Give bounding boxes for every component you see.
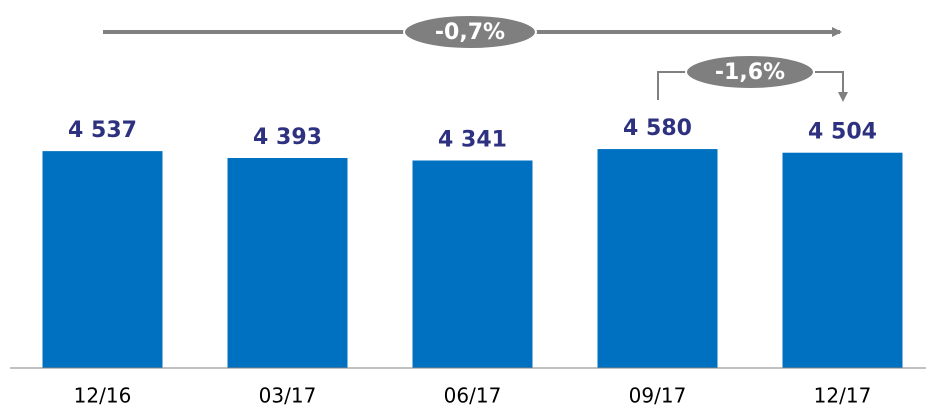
x-tick-label: 03/17: [259, 384, 317, 408]
bar: [412, 160, 533, 368]
bar: [782, 152, 903, 368]
value-label: 4 393: [253, 125, 322, 150]
annotation: -0,7%: [435, 20, 505, 45]
x-tick-label: 12/17: [814, 384, 872, 408]
x-tick-label: 12/16: [74, 384, 132, 408]
bar: [42, 151, 163, 368]
x-tick-label: 09/17: [629, 384, 687, 408]
annotation-badge: [685, 54, 815, 90]
value-label: 4 504: [808, 120, 877, 145]
value-label: 4 580: [623, 116, 692, 141]
value-label: 4 341: [438, 128, 507, 153]
annotation: -1,6%: [715, 60, 785, 85]
value-label: 4 537: [68, 118, 137, 143]
bar: [227, 158, 348, 368]
x-tick-label: 06/17: [444, 384, 502, 408]
annotation-badge: [403, 14, 537, 50]
bar: [597, 149, 718, 368]
